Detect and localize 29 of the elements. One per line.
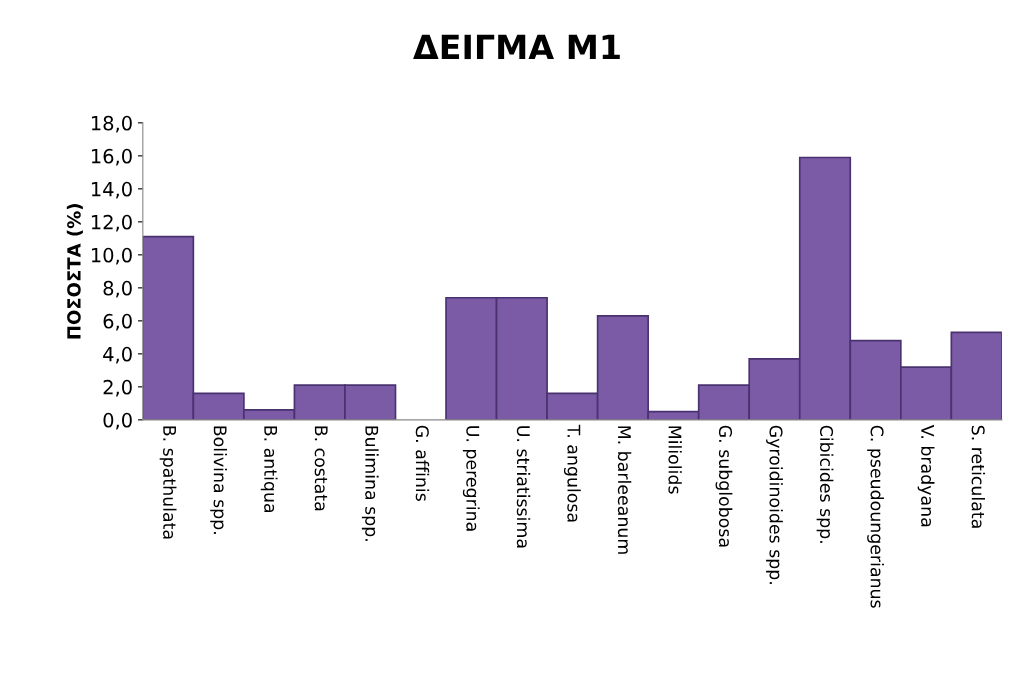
x-tick-label: U. peregrina [462,426,480,531]
y-tick-label: 6,0 [103,313,132,331]
x-tick-label: G. subglobosa [715,425,733,547]
y-tick-label: 8,0 [103,280,132,298]
x-tick-label: U. striatissima [516,426,531,548]
y-tick-label: 4,0 [103,346,132,364]
x-tick-label: B. antiqua [260,426,278,513]
y-tick-label: 16,0 [91,148,132,166]
chart-title: ΔΕΙΓΜΑ Μ1 [413,34,620,60]
y-axis-title: ΠΟΣΟΣΤΑ (%) [66,204,83,339]
y-tick-label: 10,0 [91,247,132,265]
x-tick-label: B. costata [314,426,328,511]
x-tick-label: V. bradyana [917,424,935,527]
x-tick-label: Cibicides spp. [816,425,834,543]
x-tick-label: C. pseudoungerianus [867,425,884,608]
y-tick-label: 12,0 [91,214,132,232]
y-tick-label: 14,0 [91,181,132,199]
x-tick-label: T. angulosa [563,424,581,522]
y-tick-label: 18,0 [91,115,132,133]
x-tick-label: B. spathulata [159,426,177,539]
y-tick-label: 2,0 [103,379,132,397]
x-tick-label: G. affinis [415,425,430,501]
x-tick-label: S. reticulata [971,425,986,528]
x-tick-label: Miliolids [668,426,682,494]
x-tick-label: Gyroidinoides spp. [766,425,783,584]
x-tick-label: Bulimina spp. [361,426,379,541]
x-tick-label: M. barleeanum [617,426,632,554]
x-tick-label: Bolivina spp. [210,426,228,534]
y-tick-label: 0,0 [103,412,132,430]
